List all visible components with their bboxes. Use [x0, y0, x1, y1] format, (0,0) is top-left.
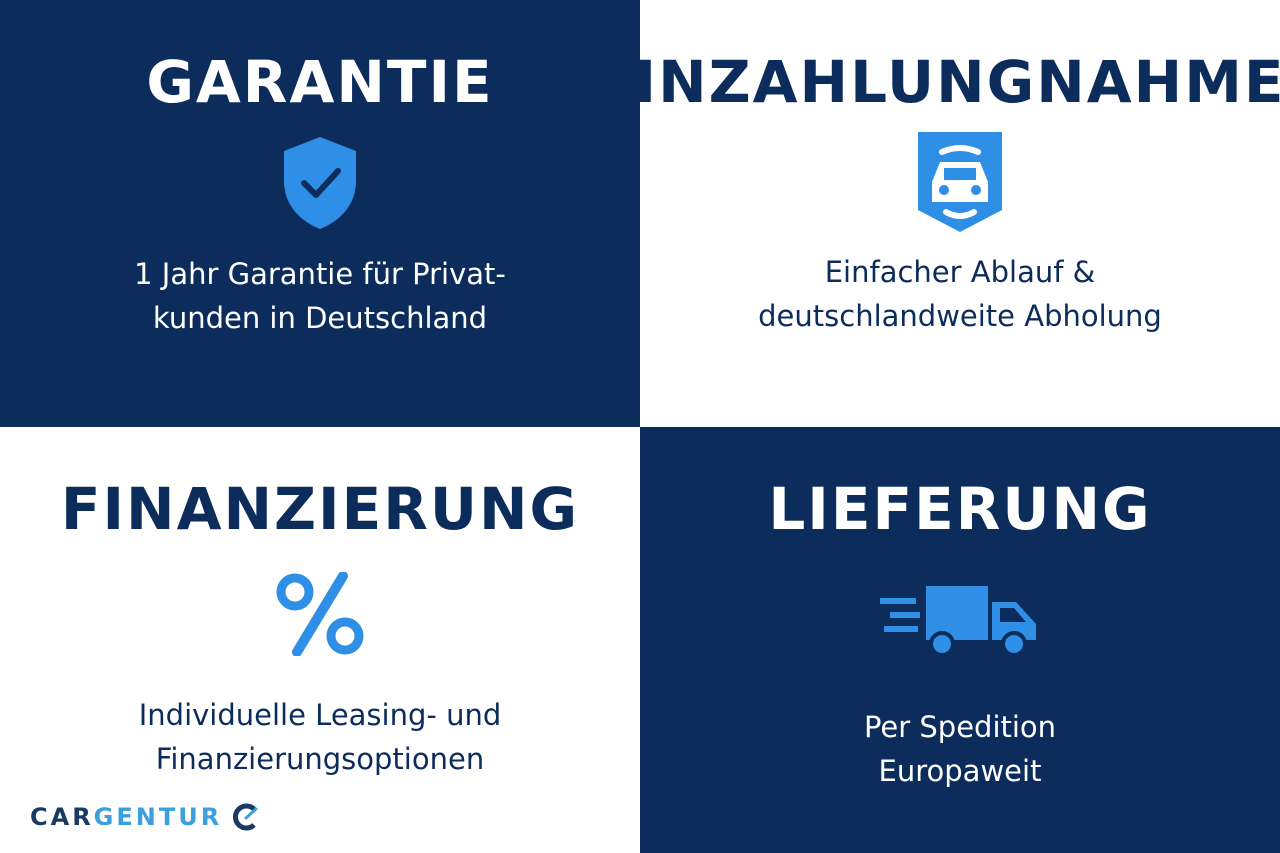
tile-text-line: 1 Jahr Garantie für Privat-	[134, 257, 506, 291]
tile-text-line: deutschlandweite Abholung	[758, 299, 1162, 333]
tile-garantie: GARANTIE 1 Jahr Garantie für Privat- kun…	[0, 0, 640, 427]
shield-check-icon	[280, 128, 360, 238]
tile-title: LIEFERUNG	[768, 475, 1152, 543]
tile-text-line: Europaweit	[878, 754, 1042, 788]
logo-mark-icon	[233, 803, 258, 831]
tile-finanzierung: FINANZIERUNG Individuelle Leasing- und F…	[0, 427, 640, 853]
tile-title: GARANTIE	[146, 48, 494, 116]
tile-text-line: kunden in Deutschland	[152, 301, 488, 335]
tile-inzahlungnahme: INZAHLUNGNAHME Einfacher Ablauf & deutsc…	[634, 0, 1280, 427]
delivery-truck-icon	[880, 567, 1040, 677]
tile-text-line: Per Spedition	[863, 710, 1057, 744]
tile-text-line: Einfacher Ablauf &	[824, 255, 1096, 289]
car-badge-icon	[912, 126, 1008, 236]
tile-lieferung: LIEFERUNG Per Spedition Europaweit	[640, 427, 1280, 853]
percent-icon	[275, 559, 365, 669]
tile-title: INZAHLUNGNAHME	[634, 48, 1280, 116]
cargentur-logo: CAR GENTUR	[30, 803, 260, 831]
tile-text-line: Individuelle Leasing- und	[138, 698, 502, 732]
tile-text-line: Finanzierungsoptionen	[155, 742, 485, 776]
tile-title: FINANZIERUNG	[60, 475, 580, 543]
